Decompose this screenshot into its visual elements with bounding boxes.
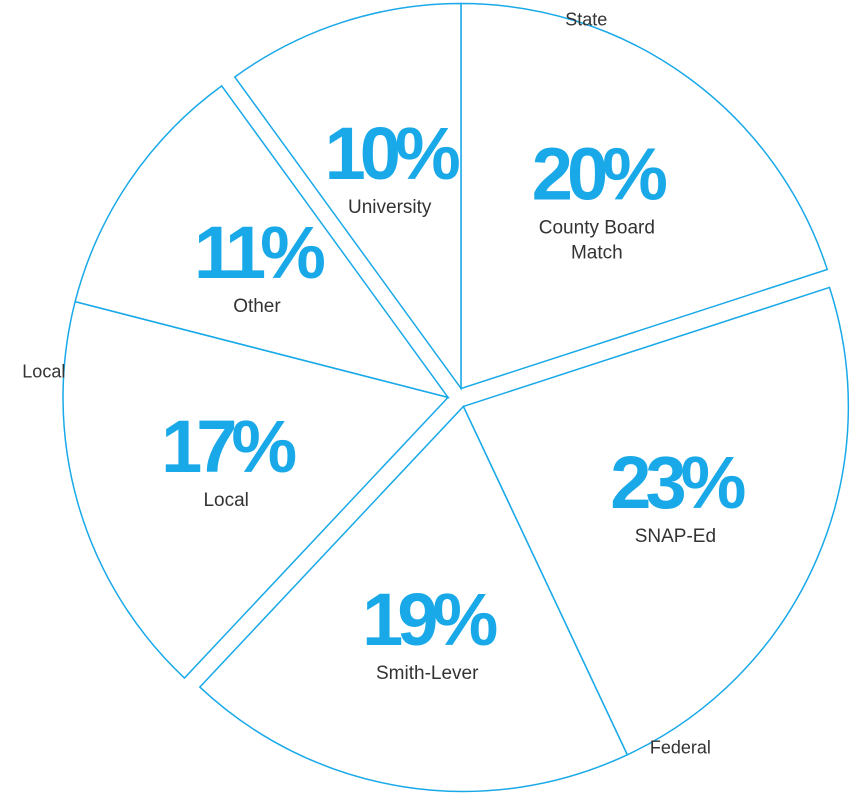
group-label: Local <box>22 361 66 382</box>
pie-slice <box>233 2 462 391</box>
group-label: Federal <box>649 737 711 758</box>
percent-label: 23% <box>610 441 746 525</box>
percent-label: 11% <box>193 210 326 294</box>
percent-label: 10% <box>324 111 461 195</box>
category-label: Smith-Lever <box>376 662 479 684</box>
category-label: Other <box>233 295 281 317</box>
pie-slice <box>460 2 829 390</box>
category-label: SNAP-Ed <box>634 526 717 548</box>
category-label: University <box>348 196 432 218</box>
category-label: County Board Match <box>538 216 655 264</box>
slice-label: 17% Local <box>156 404 297 514</box>
slice-label: 10% University <box>320 111 461 221</box>
pie-slice <box>62 300 450 680</box>
slice-label: 23% SNAP-Ed <box>605 441 746 550</box>
percent-label: 17% <box>161 404 297 488</box>
slice-label: 19% Smith-Lever <box>357 577 498 687</box>
pie-slice <box>462 286 850 756</box>
percent-label: 20% <box>531 131 668 215</box>
slice-label: 20% County Board Match <box>527 131 668 266</box>
category-label: Local <box>203 489 249 511</box>
percent-label: 19% <box>362 577 498 661</box>
pie-slice <box>74 84 450 399</box>
slice-label: 11% Other <box>187 210 327 320</box>
pie-slice <box>198 405 629 793</box>
group-label: State <box>565 9 608 30</box>
